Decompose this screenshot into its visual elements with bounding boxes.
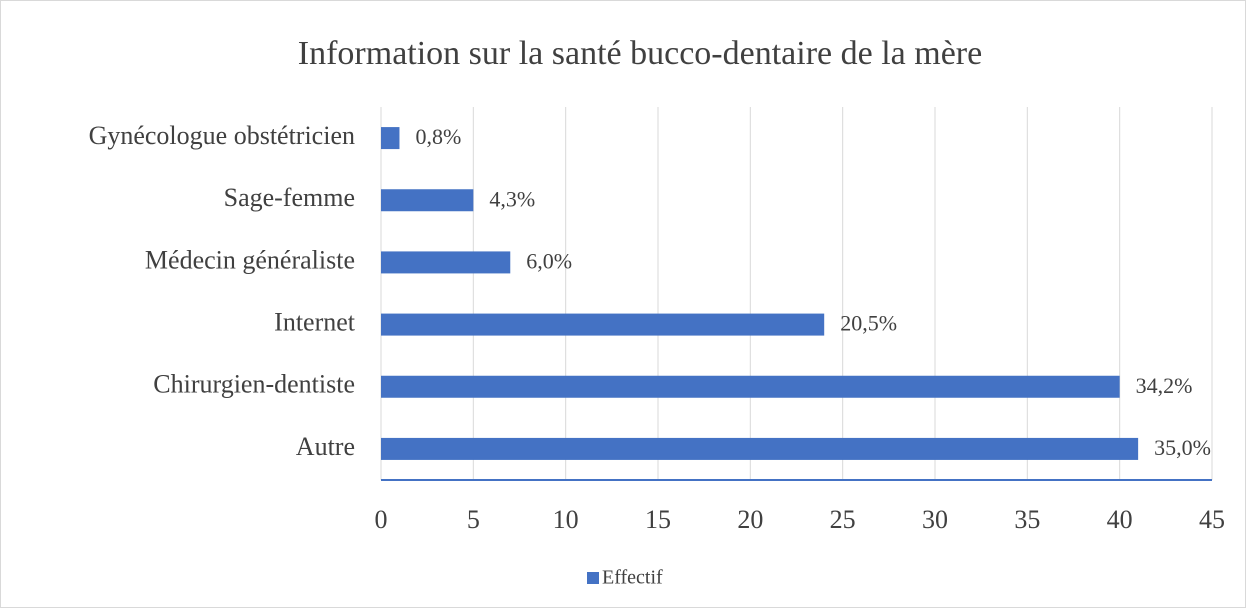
x-tick-label: 15 xyxy=(645,505,671,534)
x-tick-label: 35 xyxy=(1014,505,1040,534)
data-label: 20,5% xyxy=(840,311,897,336)
data-label: 0,8% xyxy=(415,124,461,149)
bar xyxy=(381,375,1120,398)
bar xyxy=(381,313,825,336)
legend-swatch xyxy=(587,572,599,584)
data-label: 34,2% xyxy=(1136,373,1193,398)
x-tick-label: 20 xyxy=(737,505,763,534)
bar xyxy=(381,251,511,274)
y-tick-label: Sage-femme xyxy=(224,183,355,212)
data-label: 4,3% xyxy=(489,186,535,211)
x-tick-label: 30 xyxy=(922,505,948,534)
x-tick-label: 40 xyxy=(1107,505,1133,534)
x-tick-label: 0 xyxy=(375,505,388,534)
data-label: 35,0% xyxy=(1154,435,1211,460)
x-tick-label: 25 xyxy=(830,505,856,534)
y-tick-label: Autre xyxy=(296,432,355,461)
chart-title: Information sur la santé bucco-dentaire … xyxy=(298,35,982,72)
legend-label: Effectif xyxy=(602,567,663,589)
y-tick-label: Internet xyxy=(274,308,356,337)
bar xyxy=(381,127,400,150)
bar xyxy=(381,189,474,212)
x-tick-label: 5 xyxy=(467,505,480,534)
y-tick-label: Médecin généraliste xyxy=(145,245,355,274)
y-tick-label: Gynécologue obstétricien xyxy=(89,121,355,150)
x-tick-label: 45 xyxy=(1199,505,1225,534)
y-tick-label: Chirurgien-dentiste xyxy=(153,370,355,399)
data-label: 6,0% xyxy=(526,248,572,273)
x-tick-label: 10 xyxy=(553,505,579,534)
bar xyxy=(381,437,1139,460)
